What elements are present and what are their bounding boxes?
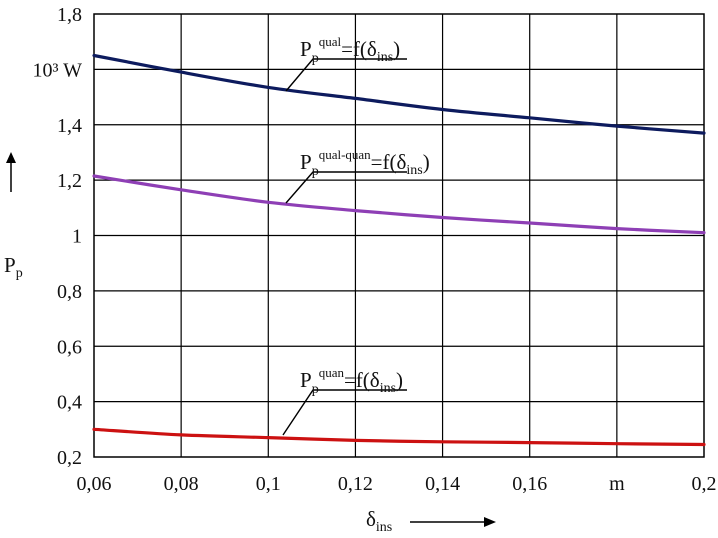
- annotation-leader-qual-quan: [285, 171, 407, 204]
- series-line-quan: [92, 427, 706, 447]
- y-tick-label: 1,4: [57, 115, 82, 137]
- y-tick-label: 1,2: [57, 170, 82, 192]
- x-axis-title: δins: [366, 507, 392, 535]
- x-axis-label: δins: [366, 507, 496, 535]
- tick-labels: 0,2 0,4 0,6 0,8 1 1,2 1,4 10³ W 1,8 0,06 0,08 0,1 0,…: [32, 4, 716, 495]
- annotation-leader-qual: [285, 58, 407, 92]
- annotation-label-qual: Ppqual=f(δins): [300, 34, 400, 66]
- y-tick-label: 10³ W: [32, 59, 82, 81]
- x-tick-label: 0,1: [256, 473, 281, 495]
- y-tick-label: 0,6: [57, 336, 82, 358]
- x-tick-label: m: [609, 473, 625, 495]
- y-axis-arrow-icon: [6, 152, 16, 163]
- x-tick-label: 0,16: [512, 473, 547, 495]
- annotation-label-qual-quan: Ppqual-quan=f(δins): [300, 147, 430, 179]
- y-axis-label: Pp: [4, 152, 23, 281]
- annotation-label-quan: Ppquan=f(δins): [300, 365, 403, 397]
- x-tick-label: 0,08: [164, 473, 199, 495]
- annotation-leader-quan: [282, 389, 407, 436]
- y-tick-label: 1,8: [57, 4, 82, 26]
- y-tick-label: 0,8: [57, 281, 82, 303]
- series-line-qual: [92, 53, 706, 135]
- x-tick-label: 0,2: [692, 473, 717, 495]
- y-tick-label: 0,2: [57, 447, 82, 469]
- x-tick-label: 0,14: [425, 473, 460, 495]
- y-tick-label: 1: [72, 226, 82, 248]
- y-axis-title: Pp: [4, 253, 23, 281]
- x-tick-label: 0,12: [338, 473, 373, 495]
- y-tick-label: 0,4: [57, 392, 82, 414]
- series-group: [92, 53, 706, 447]
- annotations: Ppqual=f(δins) Ppqual-quan=f(δins) Ppquan=…: [282, 34, 430, 436]
- x-tick-label: 0,06: [77, 473, 112, 495]
- x-axis-arrow-icon: [484, 517, 496, 527]
- series-line-qual-quan: [92, 174, 706, 235]
